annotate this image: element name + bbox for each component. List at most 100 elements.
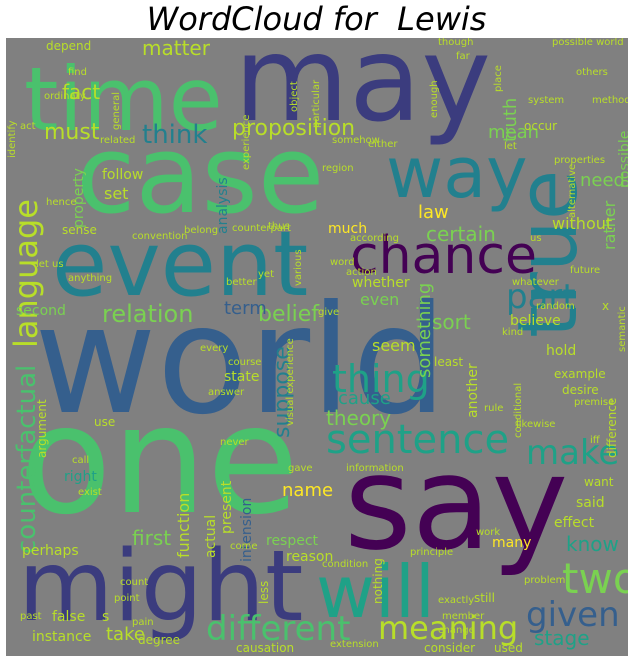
word-without: without xyxy=(552,214,613,233)
word-exactly: exactly xyxy=(438,595,475,606)
word-though: though xyxy=(438,38,474,48)
word-whatever: whatever xyxy=(512,277,559,288)
word-need: need xyxy=(580,170,625,191)
word-hold: hold xyxy=(546,343,577,359)
word-extension: extension xyxy=(330,639,379,650)
word-rule: rule xyxy=(484,403,504,414)
word-said: said xyxy=(576,495,605,511)
word-likewise: likewise xyxy=(516,419,556,430)
word-perhaps: perhaps xyxy=(22,543,79,559)
word-argument: argument xyxy=(35,399,49,458)
word-matter: matter xyxy=(142,38,210,60)
word-many: many xyxy=(492,535,532,551)
word-cause: cause xyxy=(338,388,391,409)
word-truth: truth xyxy=(500,97,521,142)
word-exist: exist xyxy=(78,487,102,498)
word-possible: possible xyxy=(617,130,628,188)
word-function: function xyxy=(174,492,193,558)
word-cloud-canvas: world case may one say time event true m… xyxy=(6,38,628,656)
word-enough: enough xyxy=(429,80,440,118)
word-proposition: proposition xyxy=(232,116,356,141)
word-use: use xyxy=(94,415,116,429)
word-call: call xyxy=(72,455,90,466)
word-change: change xyxy=(438,625,475,636)
word-part: part xyxy=(506,277,576,317)
word-better: better xyxy=(226,277,257,288)
word-let: let xyxy=(504,141,517,152)
word-name: name xyxy=(282,480,334,501)
word-used: used xyxy=(494,641,523,655)
word-follow: follow xyxy=(102,167,144,183)
word-false: false xyxy=(52,609,86,625)
word-somehow: somehow xyxy=(332,135,380,146)
word-less: less xyxy=(257,580,271,604)
word-act: act xyxy=(20,121,36,132)
word-different: different xyxy=(206,609,351,649)
word-might: might xyxy=(18,530,304,644)
word-time: time xyxy=(24,48,223,151)
word-second: second xyxy=(16,303,66,319)
word-respect: respect xyxy=(266,533,319,549)
word-convention: convention xyxy=(132,231,188,242)
word-method: method xyxy=(592,95,628,106)
word-point: point xyxy=(114,593,140,604)
word-possible-world: possible world xyxy=(552,38,624,48)
word-kind: kind xyxy=(502,327,524,338)
word-counterpart: counterpart xyxy=(232,223,291,234)
word-sort: sort xyxy=(432,310,471,334)
word-first: first xyxy=(132,526,172,550)
word-visual-experience: visual experience xyxy=(285,338,296,426)
word-place: place xyxy=(493,65,504,92)
word-system: system xyxy=(528,95,565,106)
word-set: set xyxy=(104,184,129,203)
word-relation: relation xyxy=(102,300,194,328)
word-language: language xyxy=(7,199,45,348)
word-will: will xyxy=(316,550,435,634)
word-make: make xyxy=(526,433,620,473)
word-two: two xyxy=(562,554,628,603)
word-action: action xyxy=(346,267,377,278)
word-future: future xyxy=(570,265,601,276)
word-another: another xyxy=(465,363,481,418)
word-degree: degree xyxy=(138,633,181,647)
word-present: present xyxy=(219,480,235,534)
word-analysis: analysis xyxy=(215,177,231,234)
word-s: s xyxy=(102,609,110,625)
word-depend: depend xyxy=(46,39,92,53)
word-mean: mean xyxy=(488,122,540,143)
word-belong: belong xyxy=(184,225,219,236)
word-fact: fact xyxy=(62,80,101,104)
word-case: case xyxy=(76,113,325,238)
word-believe: believe xyxy=(510,313,561,329)
word-let-us: let us xyxy=(36,259,64,270)
word-according: according xyxy=(350,233,399,244)
word-even: even xyxy=(360,290,400,309)
word-alternative: alternative xyxy=(567,163,578,218)
word-others: others xyxy=(576,67,608,78)
word-far: far xyxy=(456,51,470,62)
word-event: event xyxy=(52,212,309,317)
word-semantic: semantic xyxy=(617,306,628,352)
word-whether: whether xyxy=(352,275,410,291)
word-hence: hence xyxy=(46,197,77,208)
word-state: state xyxy=(224,369,260,385)
word-ordinary: ordinary xyxy=(44,91,86,102)
word-information: information xyxy=(346,463,404,474)
word-know: know xyxy=(566,532,619,556)
word-desire: desire xyxy=(562,383,599,397)
word-gave: gave xyxy=(288,463,313,474)
word-anything: anything xyxy=(68,273,113,284)
word-every: every xyxy=(200,343,229,354)
word-certain: certain xyxy=(426,222,496,246)
word-right: right xyxy=(64,469,97,485)
word-may: may xyxy=(234,38,492,148)
word-never: never xyxy=(220,437,249,448)
word-find: find xyxy=(68,67,87,78)
word-term: term xyxy=(224,298,267,319)
word-thing: thing xyxy=(332,357,430,401)
word-past: past xyxy=(20,611,42,622)
word-general: general xyxy=(111,91,122,130)
word-stage: stage xyxy=(534,626,590,650)
word-various: various xyxy=(293,249,304,286)
word-effect: effect xyxy=(554,515,595,531)
